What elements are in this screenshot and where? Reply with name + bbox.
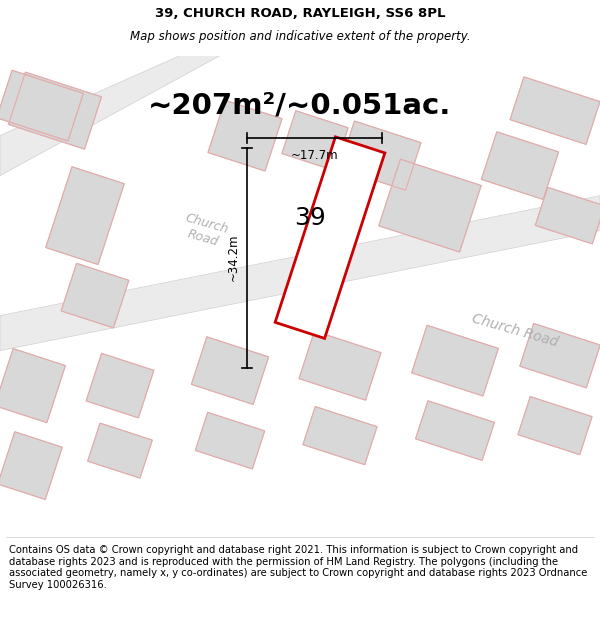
- Polygon shape: [208, 100, 282, 171]
- Polygon shape: [535, 188, 600, 244]
- Text: Church Road: Church Road: [470, 312, 560, 349]
- Polygon shape: [282, 111, 348, 171]
- Polygon shape: [339, 121, 421, 190]
- Text: ~34.2m: ~34.2m: [227, 234, 239, 281]
- Polygon shape: [518, 396, 592, 455]
- Text: 39, CHURCH ROAD, RAYLEIGH, SS6 8PL: 39, CHURCH ROAD, RAYLEIGH, SS6 8PL: [155, 7, 445, 19]
- Polygon shape: [0, 56, 220, 176]
- Polygon shape: [191, 337, 269, 404]
- Text: Church
Road: Church Road: [180, 211, 230, 250]
- Polygon shape: [520, 323, 600, 388]
- Polygon shape: [481, 132, 559, 199]
- Polygon shape: [8, 72, 101, 149]
- Polygon shape: [416, 401, 494, 461]
- Text: ~17.7m: ~17.7m: [290, 149, 338, 162]
- Polygon shape: [46, 167, 124, 264]
- Text: 39: 39: [294, 206, 326, 229]
- Polygon shape: [86, 353, 154, 418]
- Polygon shape: [303, 406, 377, 465]
- Polygon shape: [61, 263, 129, 328]
- Polygon shape: [0, 432, 62, 499]
- Polygon shape: [412, 325, 499, 396]
- Polygon shape: [379, 159, 481, 252]
- Polygon shape: [275, 137, 385, 338]
- Polygon shape: [88, 423, 152, 478]
- Polygon shape: [195, 412, 265, 469]
- Polygon shape: [299, 331, 381, 400]
- Text: ~207m²/~0.051ac.: ~207m²/~0.051ac.: [148, 92, 452, 119]
- Polygon shape: [0, 196, 600, 351]
- Text: Contains OS data © Crown copyright and database right 2021. This information is : Contains OS data © Crown copyright and d…: [9, 545, 587, 590]
- Polygon shape: [510, 77, 600, 144]
- Text: Map shows position and indicative extent of the property.: Map shows position and indicative extent…: [130, 30, 470, 43]
- Polygon shape: [0, 70, 83, 141]
- Polygon shape: [0, 349, 65, 423]
